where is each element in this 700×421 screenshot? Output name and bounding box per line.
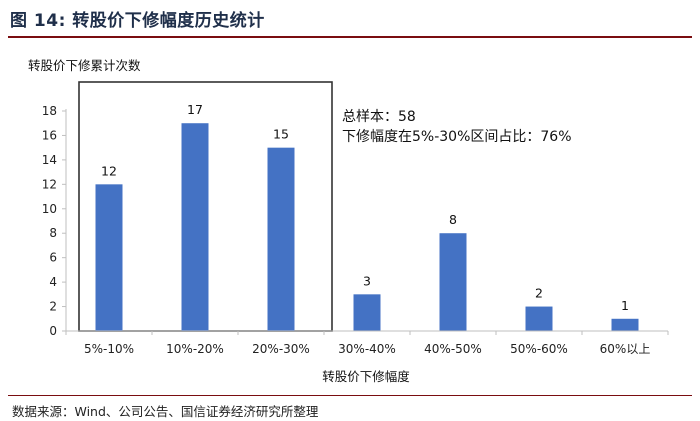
y-tick-label: 8 [49, 226, 57, 240]
annotation-text: 下修幅度在5%-30%区间占比：76% [342, 129, 572, 145]
data-label: 1 [621, 298, 629, 313]
x-axis-label: 转股价下修幅度 [322, 369, 410, 384]
bar [267, 147, 295, 331]
x-tick-label: 5%-10% [84, 342, 134, 356]
y-tick-label: 14 [42, 153, 57, 167]
y-axis-label: 转股价下修累计次数 [28, 58, 141, 73]
source-note: 数据来源：Wind、公司公告、国信证券经济研究所整理 [12, 404, 319, 419]
bar [95, 184, 123, 331]
annotations: 总样本：58 下修幅度在5%-30%区间占比：76% [342, 109, 572, 145]
x-tick-label: 10%-20% [166, 342, 224, 356]
annotation-text: 总样本：58 [342, 109, 416, 125]
y-axis: 0 2 4 6 8 10 12 14 16 18 [42, 104, 67, 338]
y-tick-label: 18 [42, 104, 57, 118]
y-tick-label: 2 [49, 300, 57, 314]
data-label: 15 [273, 127, 289, 142]
bar [353, 294, 381, 331]
x-tick-label: 40%-50% [424, 342, 482, 356]
x-tick-label: 50%-60% [510, 342, 568, 356]
figure-title: 图 14: 转股价下修幅度历史统计 [10, 11, 265, 31]
bar-chart: 转股价下修累计次数 0 2 4 6 8 10 12 14 16 18 12 17 15 3 8 2 1 5%-… [28, 58, 669, 384]
bar [439, 233, 467, 331]
x-axis: 5%-10% 10%-20% 20%-30% 30%-40% 40%-50% 50%-60… [65, 330, 669, 356]
x-tick-label: 20%-30% [252, 342, 310, 356]
y-tick-label: 10 [42, 202, 57, 216]
x-tick-label: 30%-40% [338, 342, 396, 356]
y-tick-label: 6 [49, 251, 57, 265]
data-label: 3 [363, 273, 371, 288]
bar [525, 306, 553, 331]
y-tick-label: 0 [49, 324, 57, 338]
data-label: 12 [101, 163, 117, 178]
bar [611, 318, 639, 331]
data-label: 8 [449, 212, 457, 227]
source-divider [8, 395, 692, 396]
x-tick-label: 60%以上 [600, 342, 651, 356]
y-tick-label: 12 [42, 177, 57, 191]
bars: 12 17 15 3 8 2 1 [95, 102, 639, 331]
bar [181, 123, 209, 331]
y-tick-label: 16 [42, 128, 57, 142]
title-divider [8, 36, 692, 38]
data-label: 17 [187, 102, 203, 117]
y-tick-label: 4 [49, 275, 57, 289]
data-label: 2 [535, 286, 543, 301]
